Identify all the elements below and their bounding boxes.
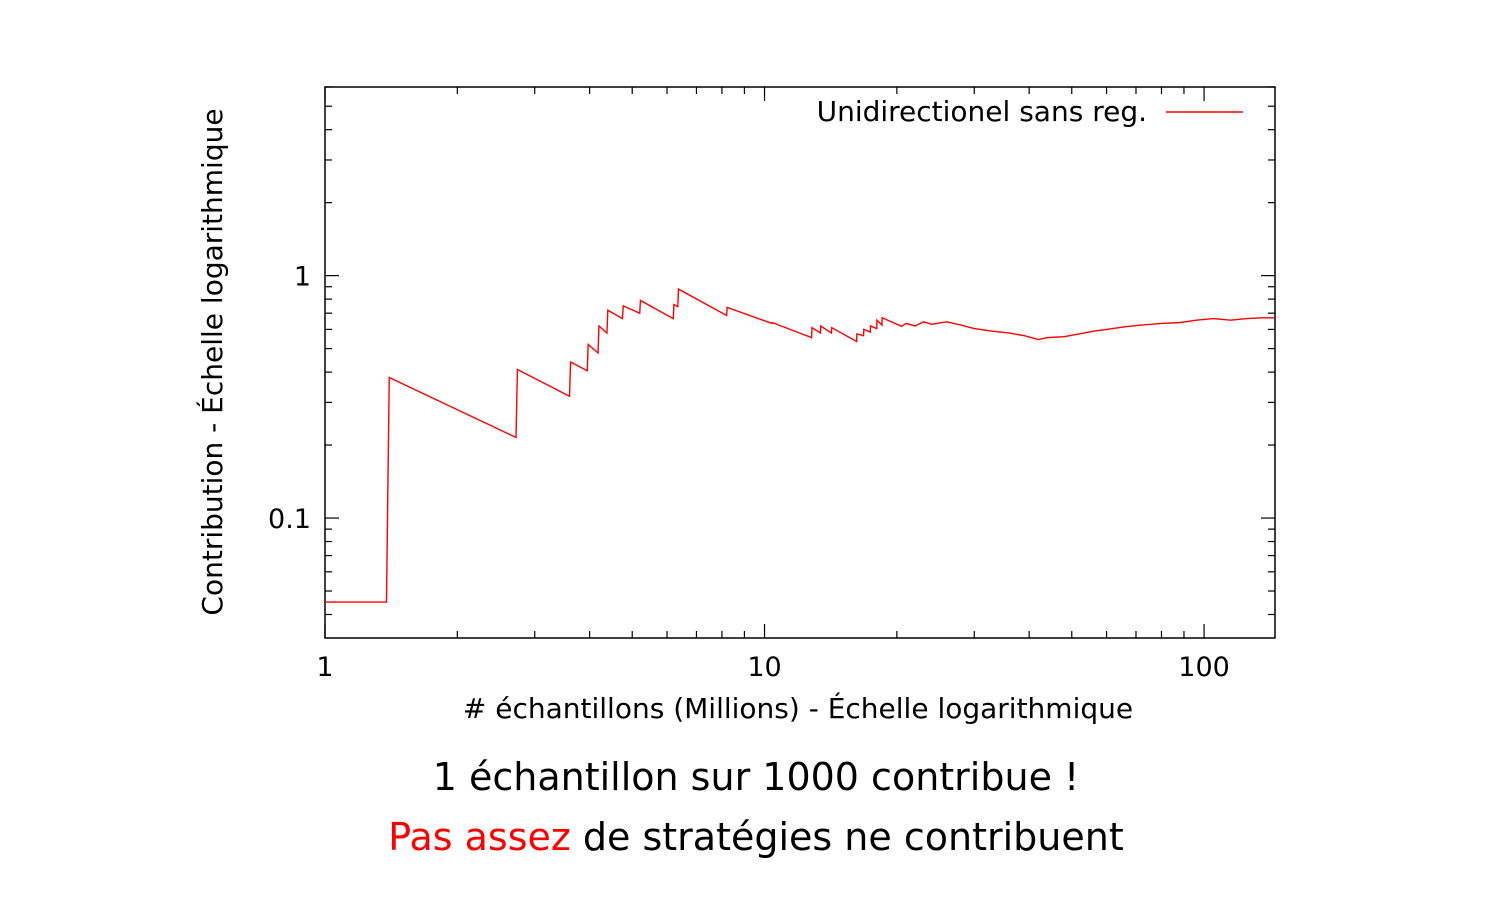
legend: Unidirectionel sans reg.	[817, 95, 1243, 128]
tick-labels: 1 10 100 0.1 1	[268, 262, 1230, 683]
caption-line-2: Pas assez de stratégies ne contribuent	[0, 814, 1512, 860]
y-axis-label: Contribution - Échelle logarithmique	[195, 108, 229, 615]
y-tick-label: 0.1	[268, 504, 311, 535]
caption-line-1: 1 échantillon sur 1000 contribue !	[432, 755, 1080, 799]
legend-label: Unidirectionel sans reg.	[817, 95, 1147, 128]
x-tick-label: 100	[1178, 652, 1230, 683]
caption-rest: de stratégies ne contribuent	[570, 815, 1124, 859]
series-line-unidirectionel	[325, 287, 1275, 603]
caption-highlight: Pas assez	[388, 815, 571, 859]
axis-ticks	[324, 86, 1275, 638]
x-axis-label: # échantillons (Millions) - Échelle loga…	[463, 691, 1133, 725]
x-tick-label: 10	[747, 652, 781, 683]
contribution-chart: 1 10 100 0.1 1 Unidirectionel sans reg. # éc…	[195, 86, 1276, 725]
y-tick-label: 1	[294, 262, 311, 293]
x-tick-label: 1	[316, 652, 333, 683]
plot-frame	[324, 86, 1276, 639]
